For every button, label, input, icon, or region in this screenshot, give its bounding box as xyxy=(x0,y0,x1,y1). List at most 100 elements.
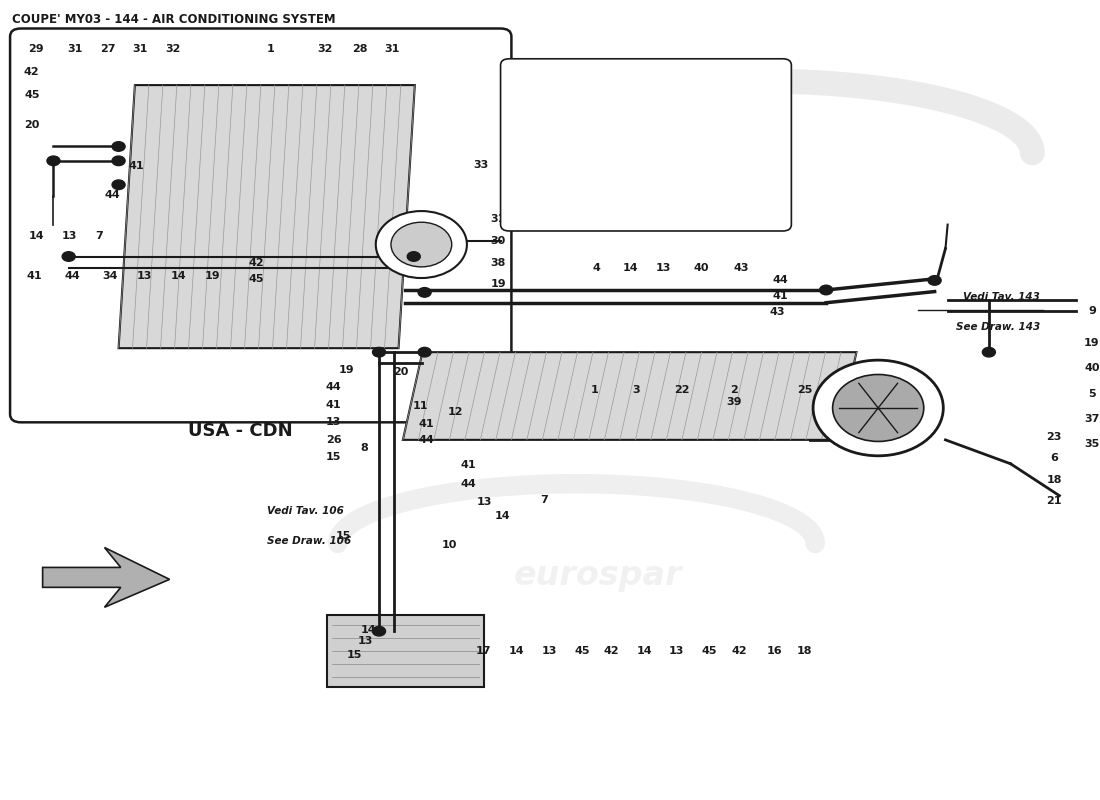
Text: 14: 14 xyxy=(29,230,44,241)
Circle shape xyxy=(376,211,466,278)
Text: 22: 22 xyxy=(674,386,690,395)
Text: 44: 44 xyxy=(460,478,476,489)
Circle shape xyxy=(407,252,420,262)
Text: 14: 14 xyxy=(509,646,525,656)
Text: 13: 13 xyxy=(656,263,671,274)
Text: 34: 34 xyxy=(102,271,118,282)
Text: 45: 45 xyxy=(701,646,717,656)
Text: eurospar: eurospar xyxy=(514,559,682,592)
Text: 43: 43 xyxy=(734,263,749,274)
Text: 19: 19 xyxy=(491,279,506,290)
Circle shape xyxy=(928,276,942,285)
Text: 2: 2 xyxy=(730,386,738,395)
Text: COUPE' MY03 - 144 - AIR CONDITIONING SYSTEM: COUPE' MY03 - 144 - AIR CONDITIONING SYS… xyxy=(12,14,336,26)
Text: 11: 11 xyxy=(412,402,428,411)
Text: 24: 24 xyxy=(832,386,847,395)
Bar xyxy=(327,615,484,687)
Circle shape xyxy=(112,180,125,190)
Text: 9: 9 xyxy=(1088,306,1096,316)
Text: 15: 15 xyxy=(336,530,351,541)
Text: 20: 20 xyxy=(393,367,408,377)
Text: 14: 14 xyxy=(361,625,376,634)
Circle shape xyxy=(820,286,833,294)
Circle shape xyxy=(373,626,385,636)
Text: 42: 42 xyxy=(604,646,619,656)
Text: 13: 13 xyxy=(541,646,557,656)
Text: 1: 1 xyxy=(266,44,274,54)
Text: 31: 31 xyxy=(67,44,82,54)
Text: 13: 13 xyxy=(62,230,77,241)
Text: 18: 18 xyxy=(1046,474,1062,485)
Text: See Draw. 143: See Draw. 143 xyxy=(956,322,1040,332)
Text: 15: 15 xyxy=(346,650,362,660)
Text: eurospar: eurospar xyxy=(591,347,801,389)
Text: 17: 17 xyxy=(475,646,491,656)
Text: USA - CDN: USA - CDN xyxy=(188,422,293,440)
Circle shape xyxy=(833,374,924,442)
Text: 43: 43 xyxy=(770,307,785,318)
Text: 41: 41 xyxy=(326,400,341,410)
Text: 45: 45 xyxy=(24,90,40,100)
Text: N.B.: i tubi pos. 4, 5, 6, 7, 8, 9, 33, 34
      sono completi di guarnizioni: N.B.: i tubi pos. 4, 5, 6, 7, 8, 9, 33, … xyxy=(520,79,751,103)
Text: 32: 32 xyxy=(317,44,332,54)
Text: 31: 31 xyxy=(384,44,399,54)
Text: 42: 42 xyxy=(249,258,264,268)
Text: 41: 41 xyxy=(128,162,144,171)
Text: 36: 36 xyxy=(872,386,888,395)
Text: See Draw. 106: See Draw. 106 xyxy=(267,535,352,546)
Text: 3: 3 xyxy=(632,386,640,395)
Text: 40: 40 xyxy=(694,263,710,274)
Text: 45: 45 xyxy=(249,274,264,284)
Text: 33: 33 xyxy=(473,160,488,170)
Polygon shape xyxy=(403,352,857,440)
Text: 7: 7 xyxy=(96,230,103,241)
Text: 28: 28 xyxy=(352,44,367,54)
Text: 30: 30 xyxy=(491,235,506,246)
Text: NOTE: pipes pos. 4, 5, 6, 7, 8, 9, 33, 34
      are complete of gaskets: NOTE: pipes pos. 4, 5, 6, 7, 8, 9, 33, 3… xyxy=(520,133,760,157)
Text: 13: 13 xyxy=(358,636,373,646)
Text: 13: 13 xyxy=(136,271,152,282)
Text: 13: 13 xyxy=(326,418,341,427)
Text: 1: 1 xyxy=(591,386,598,395)
Text: 6: 6 xyxy=(1050,453,1058,463)
Text: 31: 31 xyxy=(133,44,148,54)
Text: 38: 38 xyxy=(491,258,506,268)
Text: 44: 44 xyxy=(326,382,341,392)
Text: 32: 32 xyxy=(165,44,180,54)
Text: 18: 18 xyxy=(796,646,812,656)
Circle shape xyxy=(418,287,431,297)
Text: 12: 12 xyxy=(448,407,463,417)
Text: 44: 44 xyxy=(772,275,789,286)
Circle shape xyxy=(373,347,385,357)
Text: 31: 31 xyxy=(491,214,506,224)
Text: 42: 42 xyxy=(732,646,747,656)
Text: 44: 44 xyxy=(419,435,435,445)
Text: 41: 41 xyxy=(460,460,476,470)
Text: 44: 44 xyxy=(64,271,80,282)
Text: 45: 45 xyxy=(574,646,590,656)
Polygon shape xyxy=(119,85,415,348)
Text: 44: 44 xyxy=(104,190,120,200)
Text: Vedi Tav. 106: Vedi Tav. 106 xyxy=(267,506,344,515)
Text: 10: 10 xyxy=(442,540,458,550)
Polygon shape xyxy=(43,547,169,607)
Text: 41: 41 xyxy=(26,271,42,282)
Text: 19: 19 xyxy=(206,271,221,282)
Circle shape xyxy=(813,360,944,456)
Text: 41: 41 xyxy=(419,419,435,429)
Text: 14: 14 xyxy=(623,263,639,274)
Text: 37: 37 xyxy=(1085,414,1100,424)
Text: 8: 8 xyxy=(360,443,367,453)
Text: 4: 4 xyxy=(592,263,600,274)
FancyBboxPatch shape xyxy=(500,58,791,231)
Circle shape xyxy=(112,142,125,151)
Text: 13: 13 xyxy=(669,646,684,656)
Circle shape xyxy=(390,222,452,267)
Text: 14: 14 xyxy=(495,510,510,521)
Text: 14: 14 xyxy=(170,271,186,282)
Text: Vedi Tav. 143: Vedi Tav. 143 xyxy=(962,292,1040,302)
Text: 20: 20 xyxy=(24,120,40,130)
Text: 40: 40 xyxy=(1085,363,1100,373)
Text: 7: 7 xyxy=(540,494,548,505)
Text: 21: 21 xyxy=(1046,496,1062,506)
